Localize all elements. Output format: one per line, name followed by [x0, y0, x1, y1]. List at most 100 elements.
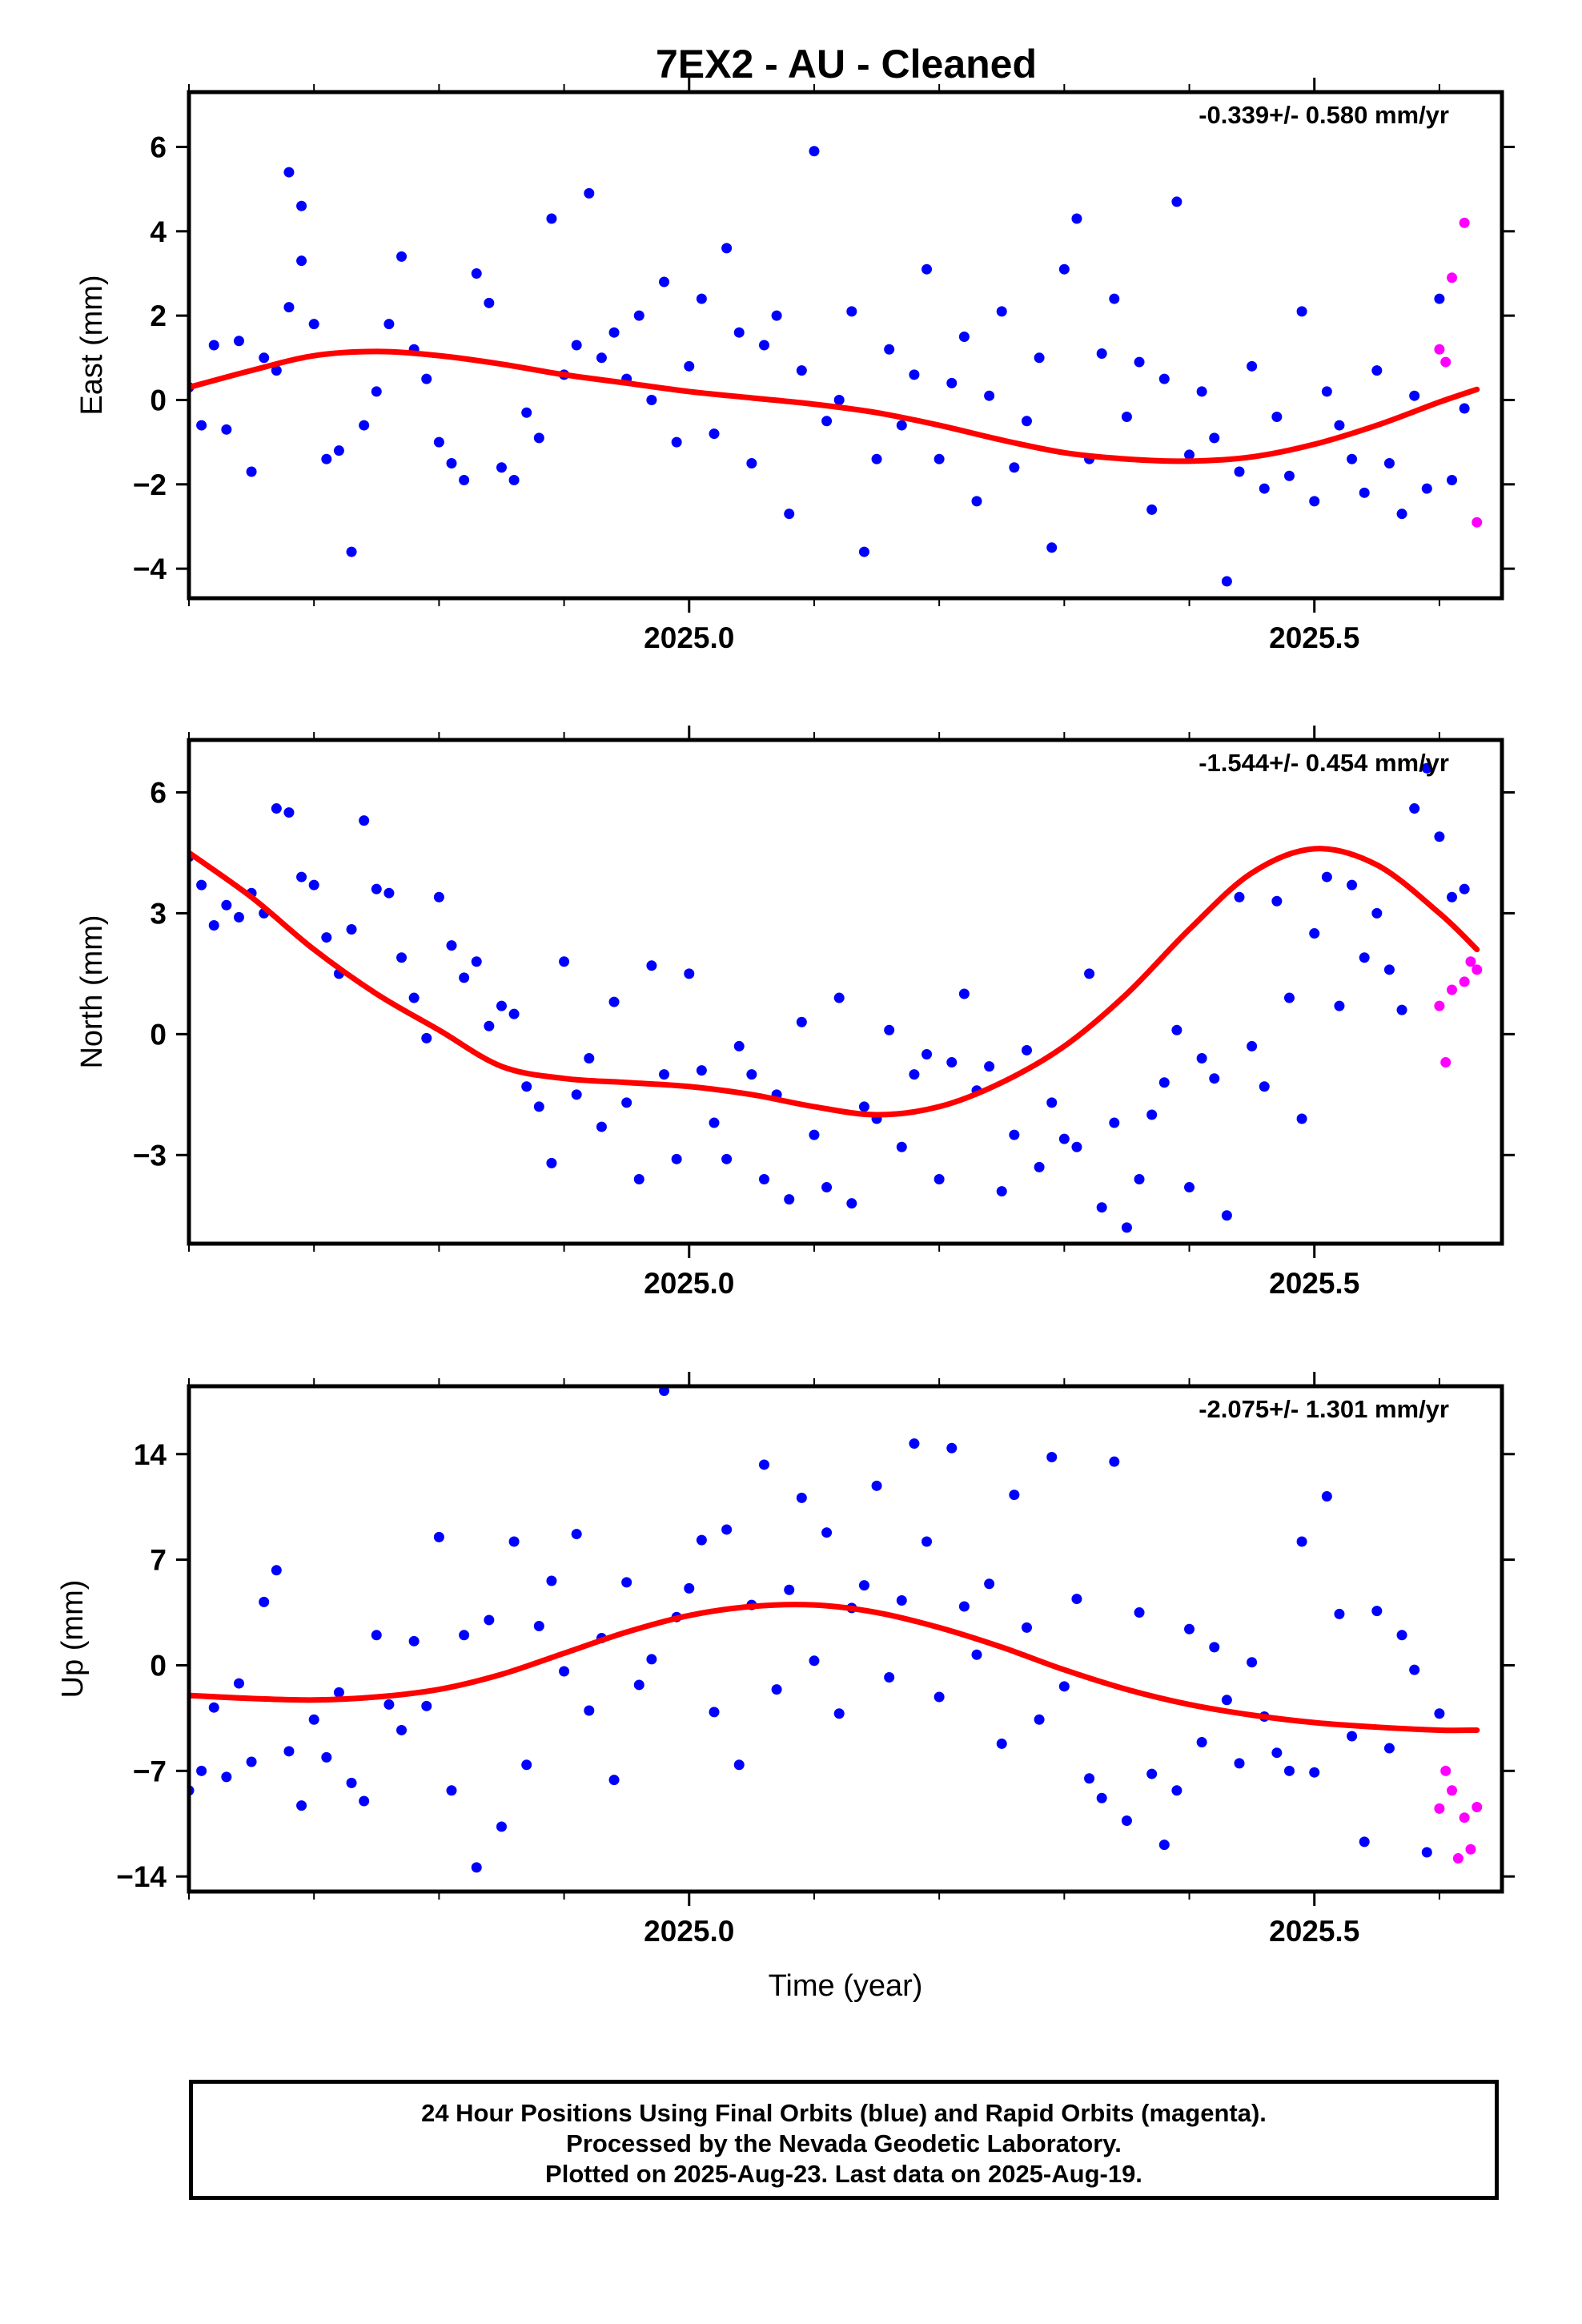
- final-orbit-point: [283, 302, 295, 313]
- final-orbit-point: [1383, 964, 1395, 975]
- final-orbit-point: [1371, 1606, 1383, 1617]
- final-orbit-point: [321, 453, 332, 464]
- y-axis-label: Up (mm): [56, 1580, 90, 1699]
- final-orbit-point: [359, 420, 370, 431]
- final-orbit-point: [1034, 1161, 1045, 1172]
- y-tick-label: 0: [150, 1018, 167, 1051]
- final-orbit-point: [1146, 1768, 1158, 1779]
- final-orbit-point: [1309, 1767, 1320, 1778]
- final-orbit-point: [1058, 1133, 1070, 1144]
- final-orbit-point: [584, 1705, 595, 1716]
- final-orbit-point: [571, 1089, 582, 1100]
- final-orbit-point: [233, 336, 244, 347]
- final-orbit-point: [1184, 1182, 1195, 1193]
- final-orbit-point: [809, 1129, 820, 1140]
- final-orbit-point: [296, 871, 307, 883]
- final-orbit-point: [646, 1654, 657, 1665]
- fit-curve: [189, 846, 1480, 1118]
- final-orbit-point: [758, 340, 769, 351]
- final-orbit-point: [684, 360, 695, 372]
- final-orbit-point: [696, 1534, 707, 1546]
- final-orbit-point: [971, 1649, 982, 1660]
- final-orbit-point: [1058, 263, 1070, 275]
- final-orbit-point: [746, 457, 757, 468]
- final-orbit-point: [733, 1759, 745, 1771]
- final-orbit-point: [846, 1198, 857, 1209]
- final-orbit-point: [1234, 891, 1245, 903]
- rapid-orbit-point: [1459, 976, 1470, 987]
- final-orbit-point: [771, 1684, 782, 1695]
- rapid-orbit-point: [1434, 1000, 1445, 1011]
- final-orbit-point: [496, 1821, 507, 1832]
- data-layer: [189, 1386, 1483, 1873]
- final-orbit-point: [909, 1069, 920, 1080]
- final-orbit-point: [958, 331, 970, 342]
- final-orbit-point: [1447, 475, 1458, 486]
- final-orbit-point: [996, 306, 1007, 317]
- final-orbit-point: [396, 952, 408, 963]
- fit-curve: [189, 1602, 1480, 1734]
- final-orbit-point: [559, 1666, 570, 1677]
- final-orbit-point: [1234, 1758, 1245, 1769]
- final-orbit-point: [1434, 293, 1445, 304]
- final-orbit-point: [1034, 352, 1045, 364]
- final-orbit-point: [271, 803, 282, 814]
- y-tick-label: 4: [150, 215, 167, 248]
- rate-annotation: -1.544+/- 0.454 mm/yr: [1199, 749, 1449, 777]
- final-orbit-point: [1296, 1536, 1307, 1547]
- final-orbit-point: [1283, 992, 1295, 1003]
- final-orbit-point: [946, 1057, 958, 1068]
- final-orbit-point: [684, 968, 695, 979]
- rapid-orbit-point: [1434, 1803, 1445, 1814]
- final-orbit-point: [846, 306, 857, 317]
- final-orbit-point: [909, 1438, 920, 1449]
- final-orbit-point: [996, 1186, 1007, 1197]
- final-orbit-point: [1359, 487, 1370, 498]
- final-orbit-point: [359, 815, 370, 826]
- final-orbit-point: [858, 1580, 869, 1591]
- final-orbit-point: [408, 1635, 420, 1647]
- rapid-orbit-point: [1472, 517, 1483, 528]
- final-orbit-point: [608, 327, 620, 338]
- panel-3: 2025.0 2025.5 −14 −7 0 7 14 Up (mm) Time (year) -…: [56, 1372, 1515, 2003]
- final-orbit-point: [1171, 196, 1182, 207]
- final-orbit-point: [396, 251, 408, 262]
- final-orbit-point: [1359, 1836, 1370, 1848]
- final-orbit-point: [584, 1053, 595, 1064]
- final-orbit-point: [996, 1738, 1007, 1749]
- final-orbit-point: [709, 1707, 720, 1718]
- final-orbit-point: [984, 1578, 995, 1590]
- final-orbit-point: [421, 373, 432, 384]
- rapid-orbit-point: [1459, 1812, 1470, 1823]
- final-orbit-point: [608, 1775, 620, 1786]
- final-orbit-point: [1146, 1109, 1158, 1120]
- panel-1: 2025.0 2025.5 −4 −2 0 2 4 6 East (mm) -0.339+/- 0…: [75, 78, 1515, 654]
- final-orbit-point: [196, 879, 207, 891]
- final-orbit-point: [809, 146, 820, 157]
- final-orbit-point: [1409, 803, 1420, 814]
- final-orbit-point: [283, 167, 295, 178]
- final-orbit-point: [1084, 968, 1095, 979]
- final-orbit-point: [1371, 365, 1383, 376]
- final-orbit-point: [1247, 1657, 1258, 1668]
- final-orbit-point: [521, 407, 532, 418]
- final-orbit-point: [1046, 542, 1058, 553]
- final-orbit-point: [208, 919, 219, 931]
- final-orbit-point: [1383, 457, 1395, 468]
- final-orbit-point: [633, 1679, 644, 1691]
- final-orbit-point: [921, 1048, 933, 1059]
- final-orbit-point: [921, 1536, 933, 1547]
- final-orbit-point: [721, 243, 733, 254]
- final-orbit-point: [1247, 360, 1258, 372]
- rapid-orbit-point: [1465, 1844, 1476, 1855]
- final-orbit-point: [934, 1691, 945, 1703]
- data-layer: [189, 146, 1483, 587]
- final-orbit-point: [809, 1655, 820, 1667]
- final-orbit-point: [296, 255, 307, 267]
- final-orbit-point: [1109, 1456, 1120, 1467]
- final-orbit-point: [1459, 403, 1470, 414]
- final-orbit-point: [1109, 293, 1120, 304]
- final-orbit-point: [533, 432, 544, 444]
- final-orbit-point: [1184, 1623, 1195, 1634]
- final-orbit-point: [958, 1601, 970, 1612]
